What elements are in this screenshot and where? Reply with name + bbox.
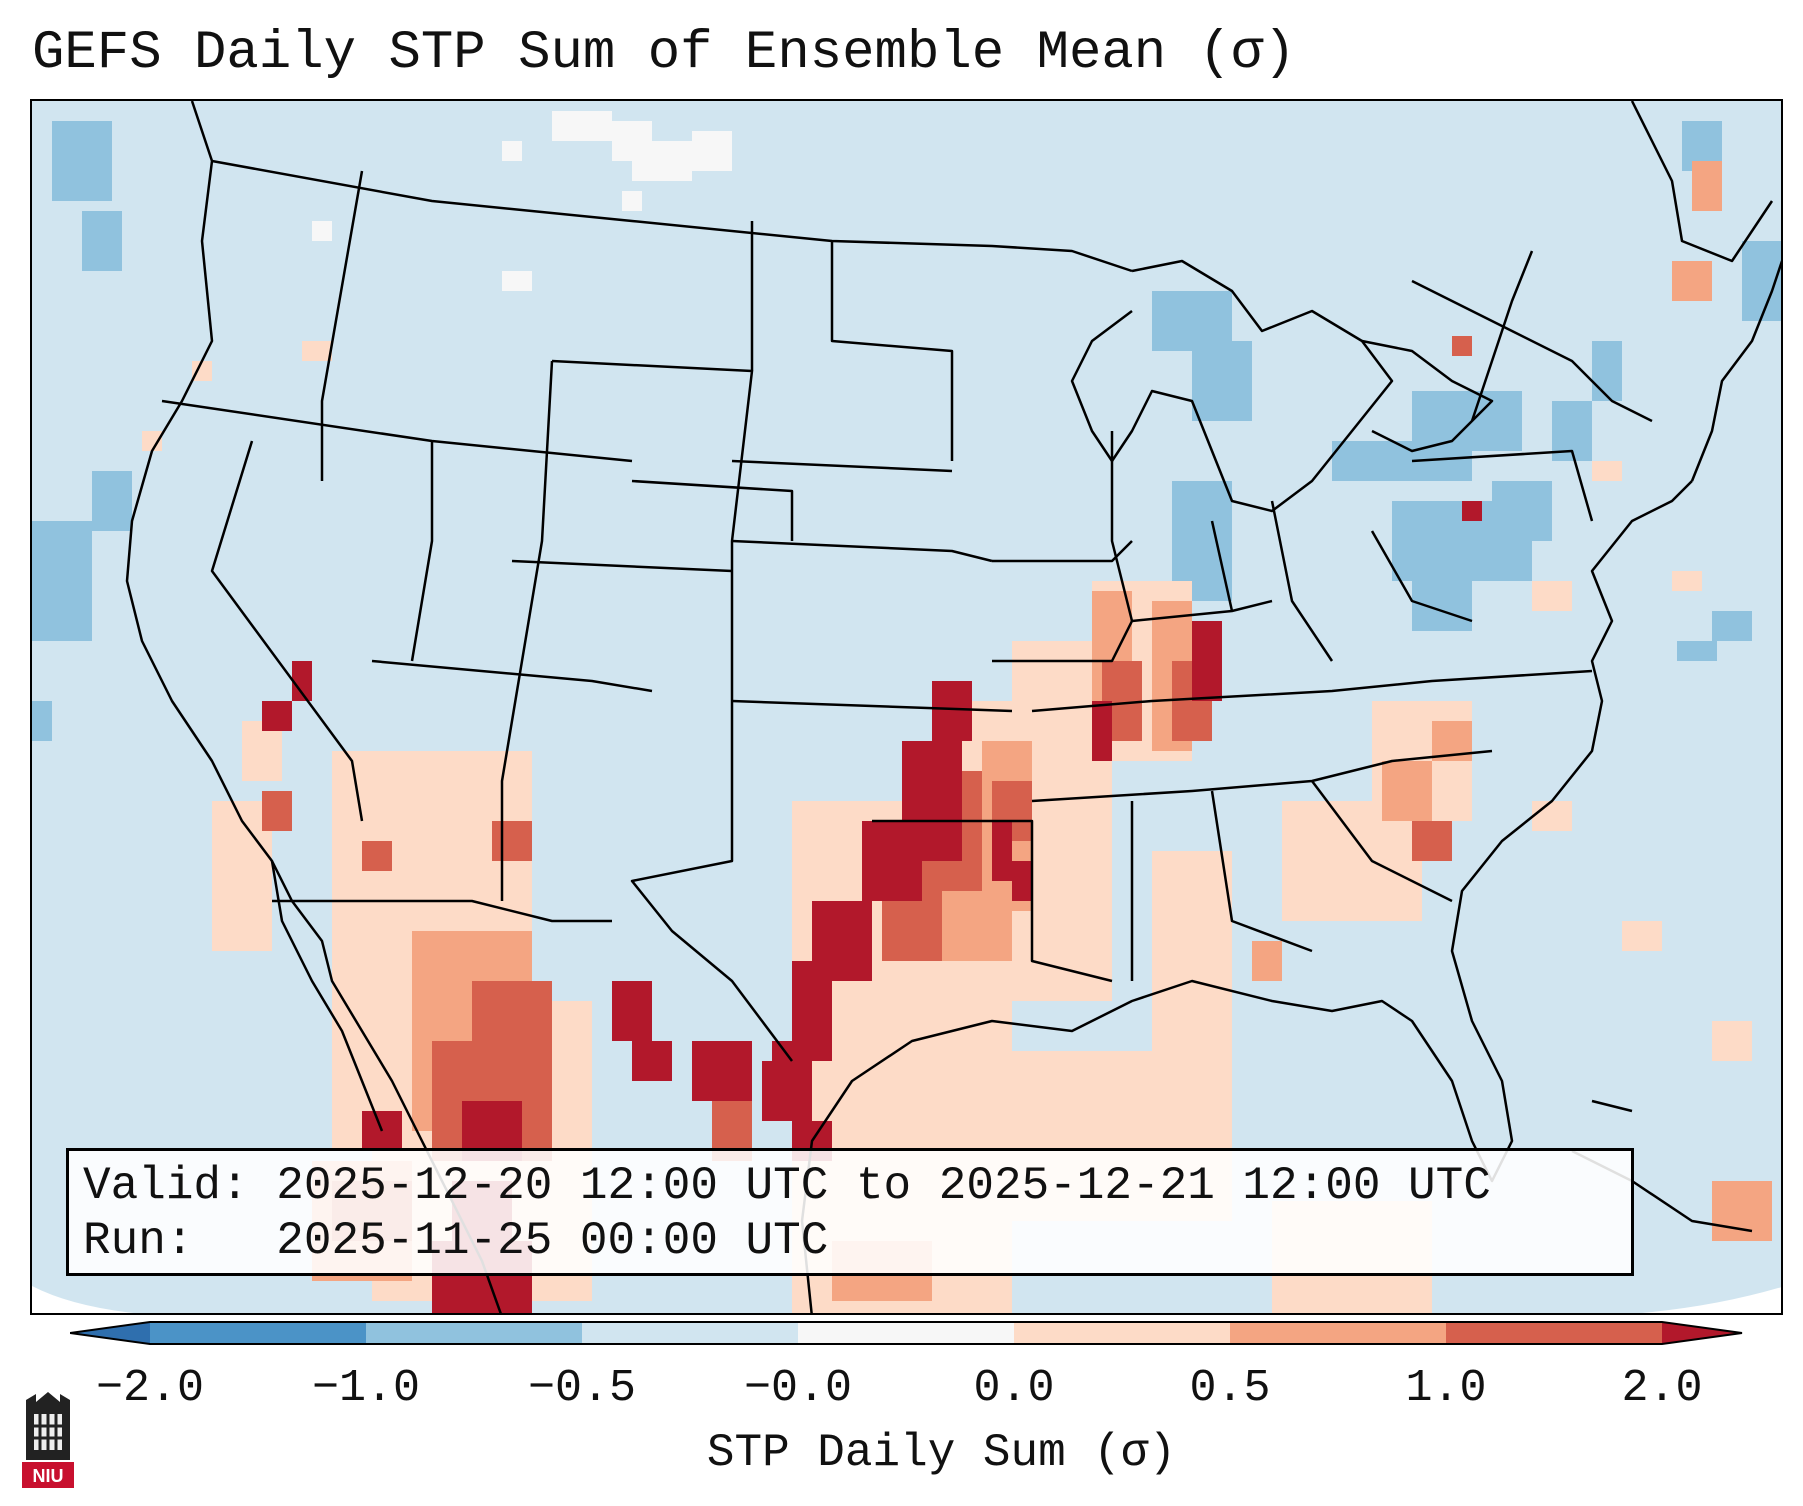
run-value: 2025-11-25 00:00 UTC (276, 1215, 829, 1267)
validity-info-box: Valid: 2025-12-20 12:00 UTC to 2025-12-2… (66, 1148, 1634, 1276)
colorbar-tick-label: −2.0 (95, 1363, 205, 1414)
map-svg (32, 101, 1781, 1313)
colorbar-tick-label: 1.0 (1405, 1363, 1487, 1414)
run-label: Run: (83, 1215, 194, 1267)
boundary-lines (125, 101, 1781, 1313)
niu-logo: NIU (22, 1392, 74, 1488)
colorbar-tick-label: 0.0 (973, 1363, 1055, 1414)
valid-value: 2025-12-20 12:00 UTC to 2025-12-21 12:00… (276, 1160, 1491, 1212)
colorbar-extend-high (1662, 1322, 1742, 1344)
colorbar-bin (1230, 1322, 1446, 1344)
chart-title: GEFS Daily STP Sum of Ensemble Mean (σ) (32, 23, 1296, 84)
colorbar-bin (798, 1322, 1014, 1344)
colorbar-label: STP Daily Sum (σ) (706, 1427, 1177, 1479)
logo-text: NIU (33, 1466, 64, 1486)
colorbar-bin (150, 1322, 366, 1344)
colorbar-bin (1446, 1322, 1662, 1344)
colorbar-outline (70, 1321, 1743, 1345)
valid-row: Valid: 2025-12-20 12:00 UTC to 2025-12-2… (83, 1159, 1631, 1214)
colorbar-bin (582, 1322, 798, 1344)
colorbar-bin (1014, 1322, 1230, 1344)
colorbar-tick-label: −0.5 (527, 1363, 637, 1414)
colorbar-tick-label: 2.0 (1621, 1363, 1703, 1414)
colorbar (70, 1321, 1743, 1345)
colorbar-tick-label: −1.0 (311, 1363, 421, 1414)
valid-label: Valid: (83, 1160, 249, 1212)
colorbar-bin (366, 1322, 582, 1344)
run-row: Run: 2025-11-25 00:00 UTC (83, 1214, 1631, 1269)
colorbar-tick-label: 0.5 (1189, 1363, 1271, 1414)
colorbar-label-row: STP Daily Sum (σ) (0, 1425, 1803, 1481)
map-panel (30, 99, 1783, 1315)
colorbar-tick-label: −0.0 (743, 1363, 853, 1414)
colorbar-extend-low (70, 1322, 150, 1344)
